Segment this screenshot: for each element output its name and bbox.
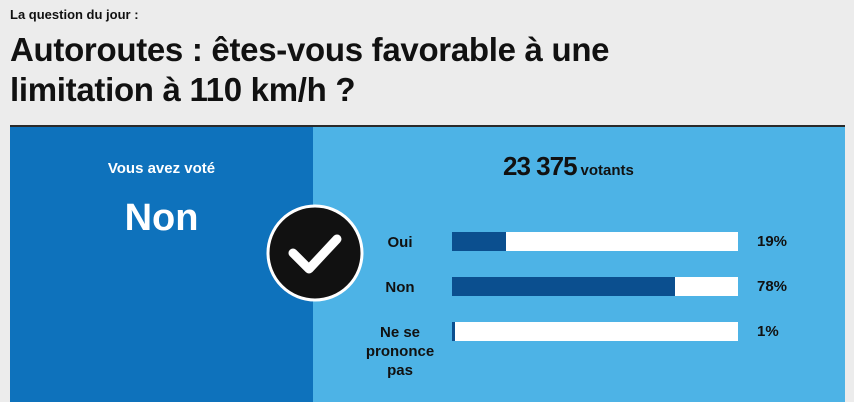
- percent-label: 1%: [757, 323, 779, 340]
- total-number: 23 375: [503, 151, 578, 181]
- results-box: 23 375 votants Oui 19% Non 78% Ne se prononce…: [313, 127, 845, 402]
- vote-choice: Non: [124, 197, 199, 239]
- kicker: La question du jour :: [10, 7, 139, 22]
- bar: [452, 232, 507, 251]
- total-unit: votants: [580, 162, 634, 179]
- percent-label: 78%: [757, 278, 788, 295]
- bar-track: [452, 232, 738, 251]
- vote-box: Vous avez voté Non: [10, 127, 313, 402]
- percent-label: 19%: [757, 233, 788, 250]
- bar: [452, 277, 676, 296]
- option-label: Ne se prononce pas: [365, 324, 435, 379]
- check-icon: [266, 204, 364, 302]
- bar: [452, 322, 455, 341]
- question-title: Autoroutes : êtes-vous favorable à une l…: [10, 31, 610, 108]
- option-label: Oui: [387, 234, 413, 251]
- poll-panel: Vous avez voté Non 23 375 votants Oui 19% N…: [10, 125, 845, 402]
- bar-track: [452, 277, 738, 296]
- vote-label: Vous avez voté: [107, 160, 216, 177]
- total-votes: 23 375 votants: [503, 151, 634, 182]
- option-label: Non: [385, 279, 415, 296]
- bar-track: [452, 322, 738, 341]
